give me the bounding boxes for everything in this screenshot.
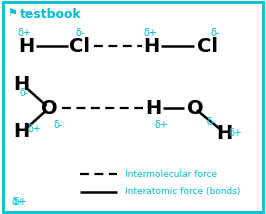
Text: δ-: δ-: [206, 117, 215, 127]
Text: H: H: [145, 99, 161, 117]
Text: δ+: δ+: [154, 120, 168, 130]
Text: H: H: [217, 124, 233, 143]
Text: testbook: testbook: [20, 8, 82, 21]
Text: δ+: δ+: [229, 128, 243, 138]
Text: H: H: [143, 37, 160, 55]
Text: δ-: δ-: [210, 28, 219, 38]
Text: O: O: [41, 99, 57, 117]
Text: δ-: δ-: [76, 28, 85, 38]
Text: δ+: δ+: [13, 196, 27, 207]
Text: Cl: Cl: [197, 37, 218, 55]
Text: H: H: [13, 122, 30, 141]
Text: δ-: δ-: [20, 88, 29, 98]
Text: δ+: δ+: [17, 28, 31, 38]
Text: Intermolecular force: Intermolecular force: [125, 170, 217, 179]
Text: Interatomic force (bonds): Interatomic force (bonds): [125, 187, 240, 196]
Text: δ+: δ+: [144, 28, 157, 38]
Text: Cl: Cl: [69, 37, 90, 55]
Text: δ+: δ+: [12, 196, 26, 207]
Text: δ-: δ-: [53, 120, 63, 130]
Text: H: H: [18, 37, 35, 55]
Text: ⚑: ⚑: [7, 8, 17, 18]
Text: δ+: δ+: [28, 125, 42, 134]
Text: O: O: [187, 99, 204, 117]
Text: H: H: [13, 75, 30, 94]
